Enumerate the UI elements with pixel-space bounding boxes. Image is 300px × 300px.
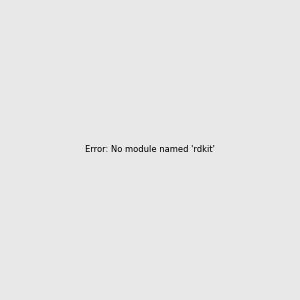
Text: Error: No module named 'rdkit': Error: No module named 'rdkit' [85,146,215,154]
